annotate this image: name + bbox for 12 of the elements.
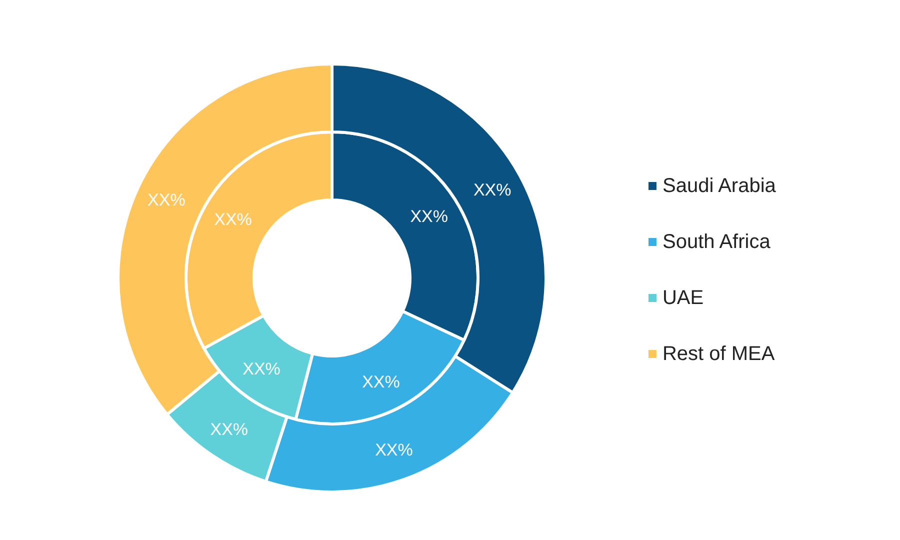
legend-label: Saudi Arabia bbox=[662, 175, 777, 197]
data-label: XX% bbox=[473, 180, 512, 200]
data-label: XX% bbox=[375, 440, 413, 460]
data-label: XX% bbox=[362, 372, 400, 392]
legend-label: Rest of MEA bbox=[662, 343, 776, 365]
data-label: XX% bbox=[210, 420, 248, 439]
data-label: XX% bbox=[148, 190, 186, 210]
legend-label: South Africa bbox=[662, 231, 772, 253]
data-label: XX% bbox=[410, 206, 448, 226]
legend-label: UAE bbox=[662, 287, 704, 309]
data-label: XX% bbox=[214, 210, 252, 229]
data-label: XX% bbox=[242, 359, 280, 378]
